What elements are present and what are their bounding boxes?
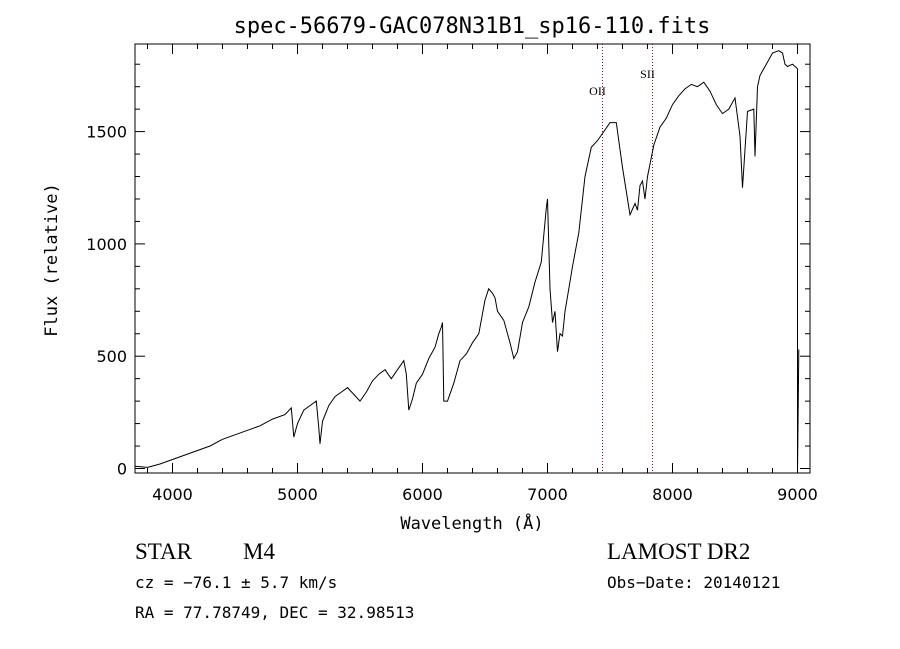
y-axis-label: Flux (relative) — [42, 183, 62, 337]
line-label-sii: SII — [640, 67, 655, 81]
x-tick-label: 6000 — [402, 485, 443, 504]
x-axis-label: Wavelength (Å) — [400, 512, 543, 534]
redshift-cz: cz = −76.1 ± 5.7 km/s — [135, 573, 338, 592]
y-tick-label: 1500 — [86, 123, 127, 142]
line-label-oii: OII — [589, 84, 606, 98]
observation-date: Obs−Date: 20140121 — [607, 573, 781, 592]
object-subclass: M4 — [243, 539, 275, 564]
emission-line-markers: OII SII — [589, 44, 655, 473]
x-tick-label: 9000 — [777, 485, 818, 504]
ra-dec-coordinates: RA = 77.78749, DEC = 32.98513 — [135, 603, 415, 622]
x-tick-label: 4000 — [152, 485, 193, 504]
axis-ticks: 4000 5000 6000 7000 8000 9000 0 500 1000 1500 — [86, 44, 818, 504]
x-tick-label: 7000 — [527, 485, 568, 504]
y-tick-label: 0 — [117, 460, 127, 479]
spectrum-line — [134, 50, 800, 474]
y-tick-label: 500 — [96, 347, 127, 366]
plot-frame — [134, 43, 811, 474]
x-tick-label: 5000 — [277, 485, 318, 504]
y-tick-label: 1000 — [86, 235, 127, 254]
object-class: STAR — [135, 539, 192, 564]
survey-label: LAMOST DR2 — [607, 539, 751, 564]
x-tick-label: 8000 — [652, 485, 693, 504]
chart-title: spec-56679-GAC078N31B1_sp16-110.fits — [234, 14, 711, 39]
